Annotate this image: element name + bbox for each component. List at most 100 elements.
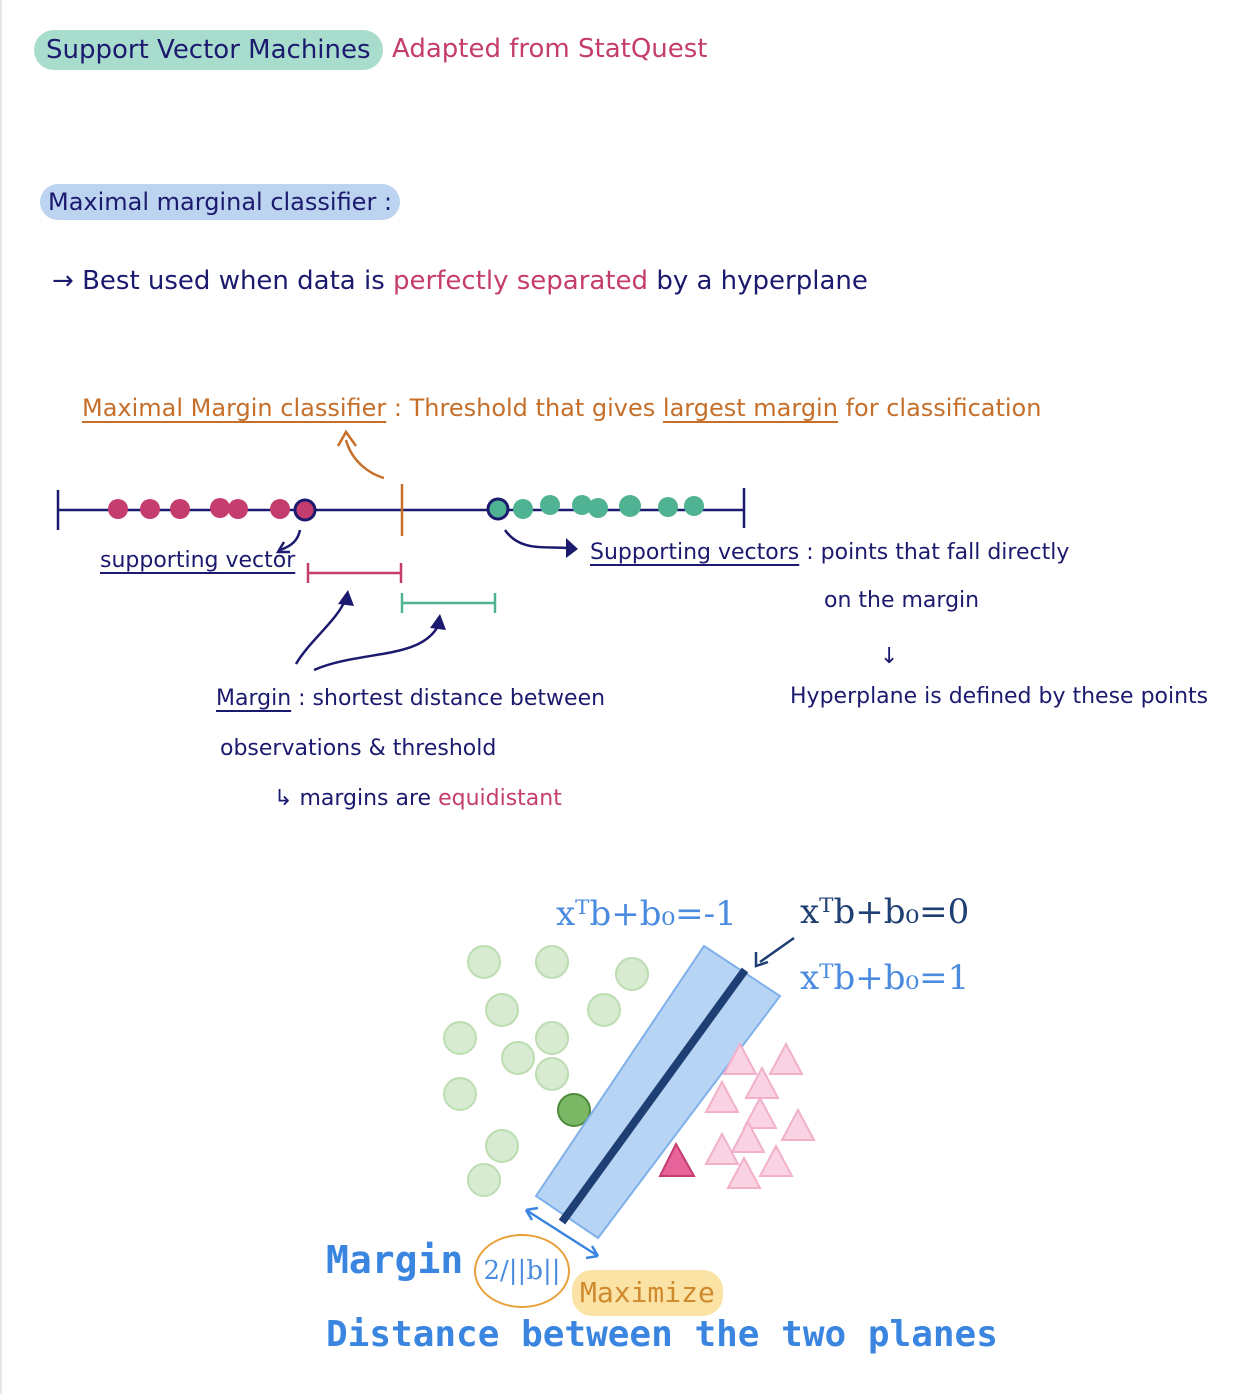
definition-term: Maximal Margin classifier: [82, 394, 387, 422]
margin-arrow-2: [313, 625, 440, 672]
bullet-highlight: perfectly separated: [393, 266, 649, 296]
page-subtitle: Adapted from StatQuest: [392, 34, 708, 64]
teal-point: [540, 495, 560, 515]
hook-arrow-icon: ↳: [274, 786, 293, 811]
green-point: [485, 1129, 519, 1163]
green-point: [535, 1057, 569, 1091]
teal-observations: [513, 495, 704, 519]
supporting-vector-text: supporting vector: [100, 548, 296, 573]
arrow-icon: →: [52, 266, 74, 296]
margin-width-arrowhead-b: [585, 1245, 600, 1260]
pink-triangle: [744, 1065, 780, 1099]
pink-support-vector: [293, 498, 317, 522]
center-formula-pointer-head: [754, 952, 769, 968]
teal-point: [572, 495, 592, 515]
green-point: [485, 993, 519, 1027]
definition-text-1: : Threshold that gives: [393, 394, 656, 422]
pink-triangle: [722, 1041, 758, 1075]
margin-def-2: observations & threshold: [220, 736, 497, 761]
pink-point: [210, 498, 230, 518]
margin-width-arrow: [525, 1208, 599, 1258]
green-point: [443, 1077, 477, 1111]
formula-right-plane: xᵀb+b₀=1: [800, 958, 970, 998]
equidistant-note: ↳ margins are equidistant: [274, 786, 562, 811]
margin-arrow-1-head: [338, 590, 354, 606]
pink-triangle: [768, 1041, 804, 1075]
formula-hyperplane: xᵀb+b₀=0: [800, 892, 970, 932]
margin-term: Margin: [216, 686, 292, 711]
maximize-label: Maximize: [572, 1270, 723, 1316]
definition-line: Maximal Margin classifier : Threshold th…: [82, 394, 1041, 422]
green-point: [467, 1163, 501, 1197]
teal-point: [684, 496, 704, 516]
definition-highlight: largest margin: [662, 394, 838, 422]
definition-text-2: for classification: [845, 394, 1042, 422]
hyperplane-line: [558, 967, 749, 1225]
bullet-text-1: Best used when data is: [82, 266, 385, 296]
margin-arrow-2-head: [430, 614, 446, 630]
supporting-vectors-note: Supporting vectors : points that fall di…: [590, 540, 1069, 565]
margin-definition: Margin : shortest distance between: [216, 686, 605, 711]
pink-triangle: [742, 1095, 778, 1129]
teal-point: [658, 497, 678, 517]
margin-formula-text: 2/||b||: [483, 1256, 561, 1286]
threshold-pointer-arrowhead: [336, 429, 358, 447]
pink-triangle: [704, 1079, 740, 1113]
pink-support-triangle: [658, 1141, 696, 1177]
teal-margin-bar: [400, 593, 497, 613]
supporting-vectors-def-2: on the margin: [824, 588, 980, 613]
pink-point: [228, 499, 248, 519]
margin-label: Margin: [326, 1238, 464, 1282]
margin-def-1: : shortest distance between: [298, 686, 606, 711]
green-point: [535, 945, 569, 979]
teal-point: [588, 498, 608, 518]
green-point: [467, 945, 501, 979]
pink-margin-bar: [306, 563, 403, 583]
support-vector-arrowhead: [275, 541, 290, 554]
pink-point: [270, 499, 290, 519]
support-vectors-arrowhead: [566, 538, 578, 558]
pink-observations: [108, 498, 290, 519]
teal-support-vector: [486, 497, 510, 521]
pink-triangle: [704, 1131, 740, 1165]
green-point: [587, 993, 621, 1027]
page-edge: [0, 0, 2, 1394]
green-class: [443, 945, 649, 1197]
green-point: [501, 1041, 535, 1075]
support-vector-arrow: [279, 529, 302, 552]
bullet-line: → Best used when data is perfectly separ…: [52, 266, 868, 296]
formula-left-plane: xᵀb+b₀=-1: [556, 894, 737, 934]
down-arrow-icon: ↓: [880, 644, 899, 669]
pink-triangle: [780, 1107, 816, 1141]
page-title: Support Vector Machines: [34, 30, 383, 70]
pink-triangle: [730, 1119, 766, 1153]
equidistant-text-1: margins are: [299, 786, 432, 811]
supporting-vector-label: supporting vector: [100, 548, 295, 573]
green-point: [535, 1021, 569, 1055]
pink-class: [704, 1041, 816, 1189]
pink-point: [170, 499, 190, 519]
hyperplane-note: Hyperplane is defined by these points: [790, 684, 1209, 709]
pink-point: [140, 499, 160, 519]
equidistant-text-2: equidistant: [438, 786, 562, 811]
margin-width-arrowhead-a: [524, 1206, 539, 1221]
teal-point: [513, 499, 533, 519]
supporting-vectors-def-1: : points that fall directly: [806, 540, 1070, 565]
pink-point: [108, 499, 128, 519]
pink-triangle: [726, 1155, 762, 1189]
margin-formula: 2/||b||: [474, 1234, 570, 1308]
supporting-vectors-term: Supporting vectors: [590, 540, 800, 565]
green-support-vector: [557, 1093, 591, 1127]
green-point: [443, 1021, 477, 1055]
bullet-text-2: by a hyperplane: [656, 266, 868, 296]
teal-point: [619, 495, 641, 517]
support-vectors-arrow: [503, 529, 569, 550]
threshold-pointer-arrow: [344, 439, 385, 480]
section-heading: Maximal marginal classifier :: [40, 184, 401, 220]
distance-label: Distance between the two planes: [326, 1314, 998, 1355]
green-point: [615, 957, 649, 991]
center-formula-pointer: [759, 936, 795, 964]
pink-triangle: [758, 1143, 794, 1177]
